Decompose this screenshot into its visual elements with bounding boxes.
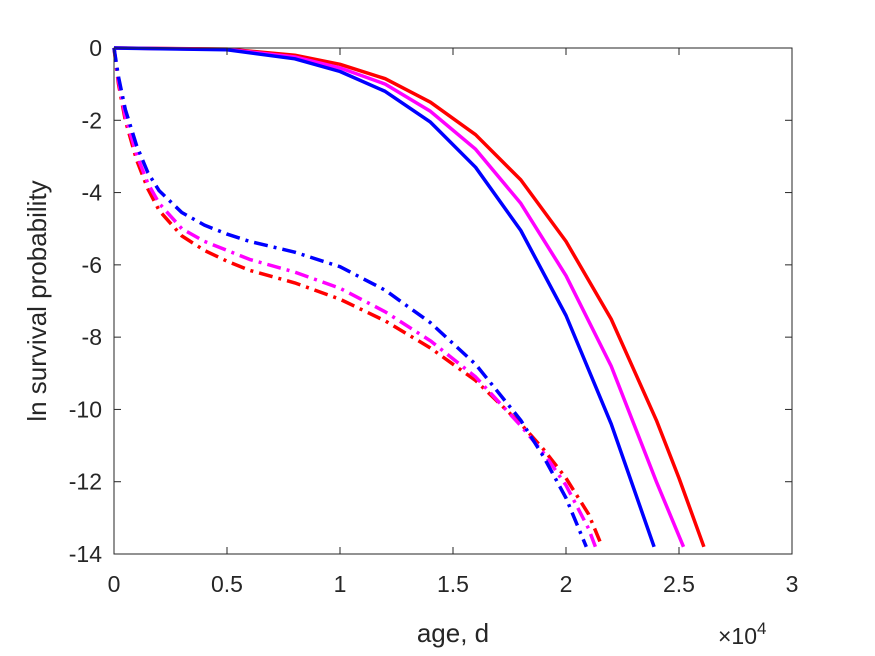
x-tick-label: 2 — [560, 571, 573, 597]
y-axis-label: ln survival probability — [22, 180, 52, 421]
series-line-3 — [113, 46, 656, 548]
y-tick-label: -8 — [82, 324, 102, 350]
x-exponent-power: 4 — [757, 619, 766, 638]
y-tick-label: -2 — [82, 107, 102, 133]
series-line-5 — [112, 47, 598, 548]
y-tick-label: -12 — [69, 469, 102, 495]
x-tick-label: 1 — [334, 571, 347, 597]
axes-box — [113, 47, 793, 555]
series-line-4 — [112, 47, 604, 548]
x-tick-label: 1.5 — [437, 571, 469, 597]
tick-labels: 0 0.5 1 1.5 2 2.5 3 0 -2 -4 -6 -8 -10 -12 -14 — [69, 35, 799, 597]
x-tick-label: 2.5 — [663, 571, 695, 597]
x-axis-label: age, d — [417, 618, 489, 648]
series-line-6 — [112, 47, 588, 548]
x-tick-label: 0 — [108, 571, 121, 597]
series-line-1 — [113, 46, 706, 548]
x-axis-exponent: ×104 — [718, 619, 766, 649]
x-tick-label: 3 — [786, 571, 799, 597]
y-tick-label: -10 — [69, 396, 102, 422]
ticks — [113, 47, 793, 555]
x-tick-label: 0.5 — [211, 571, 243, 597]
plot-lines — [112, 46, 706, 548]
y-tick-label: -6 — [82, 252, 102, 278]
y-tick-label: -14 — [69, 541, 102, 567]
x-exponent-base: ×10 — [718, 623, 757, 649]
y-tick-label: 0 — [89, 35, 102, 61]
y-tick-label: -4 — [82, 180, 103, 206]
